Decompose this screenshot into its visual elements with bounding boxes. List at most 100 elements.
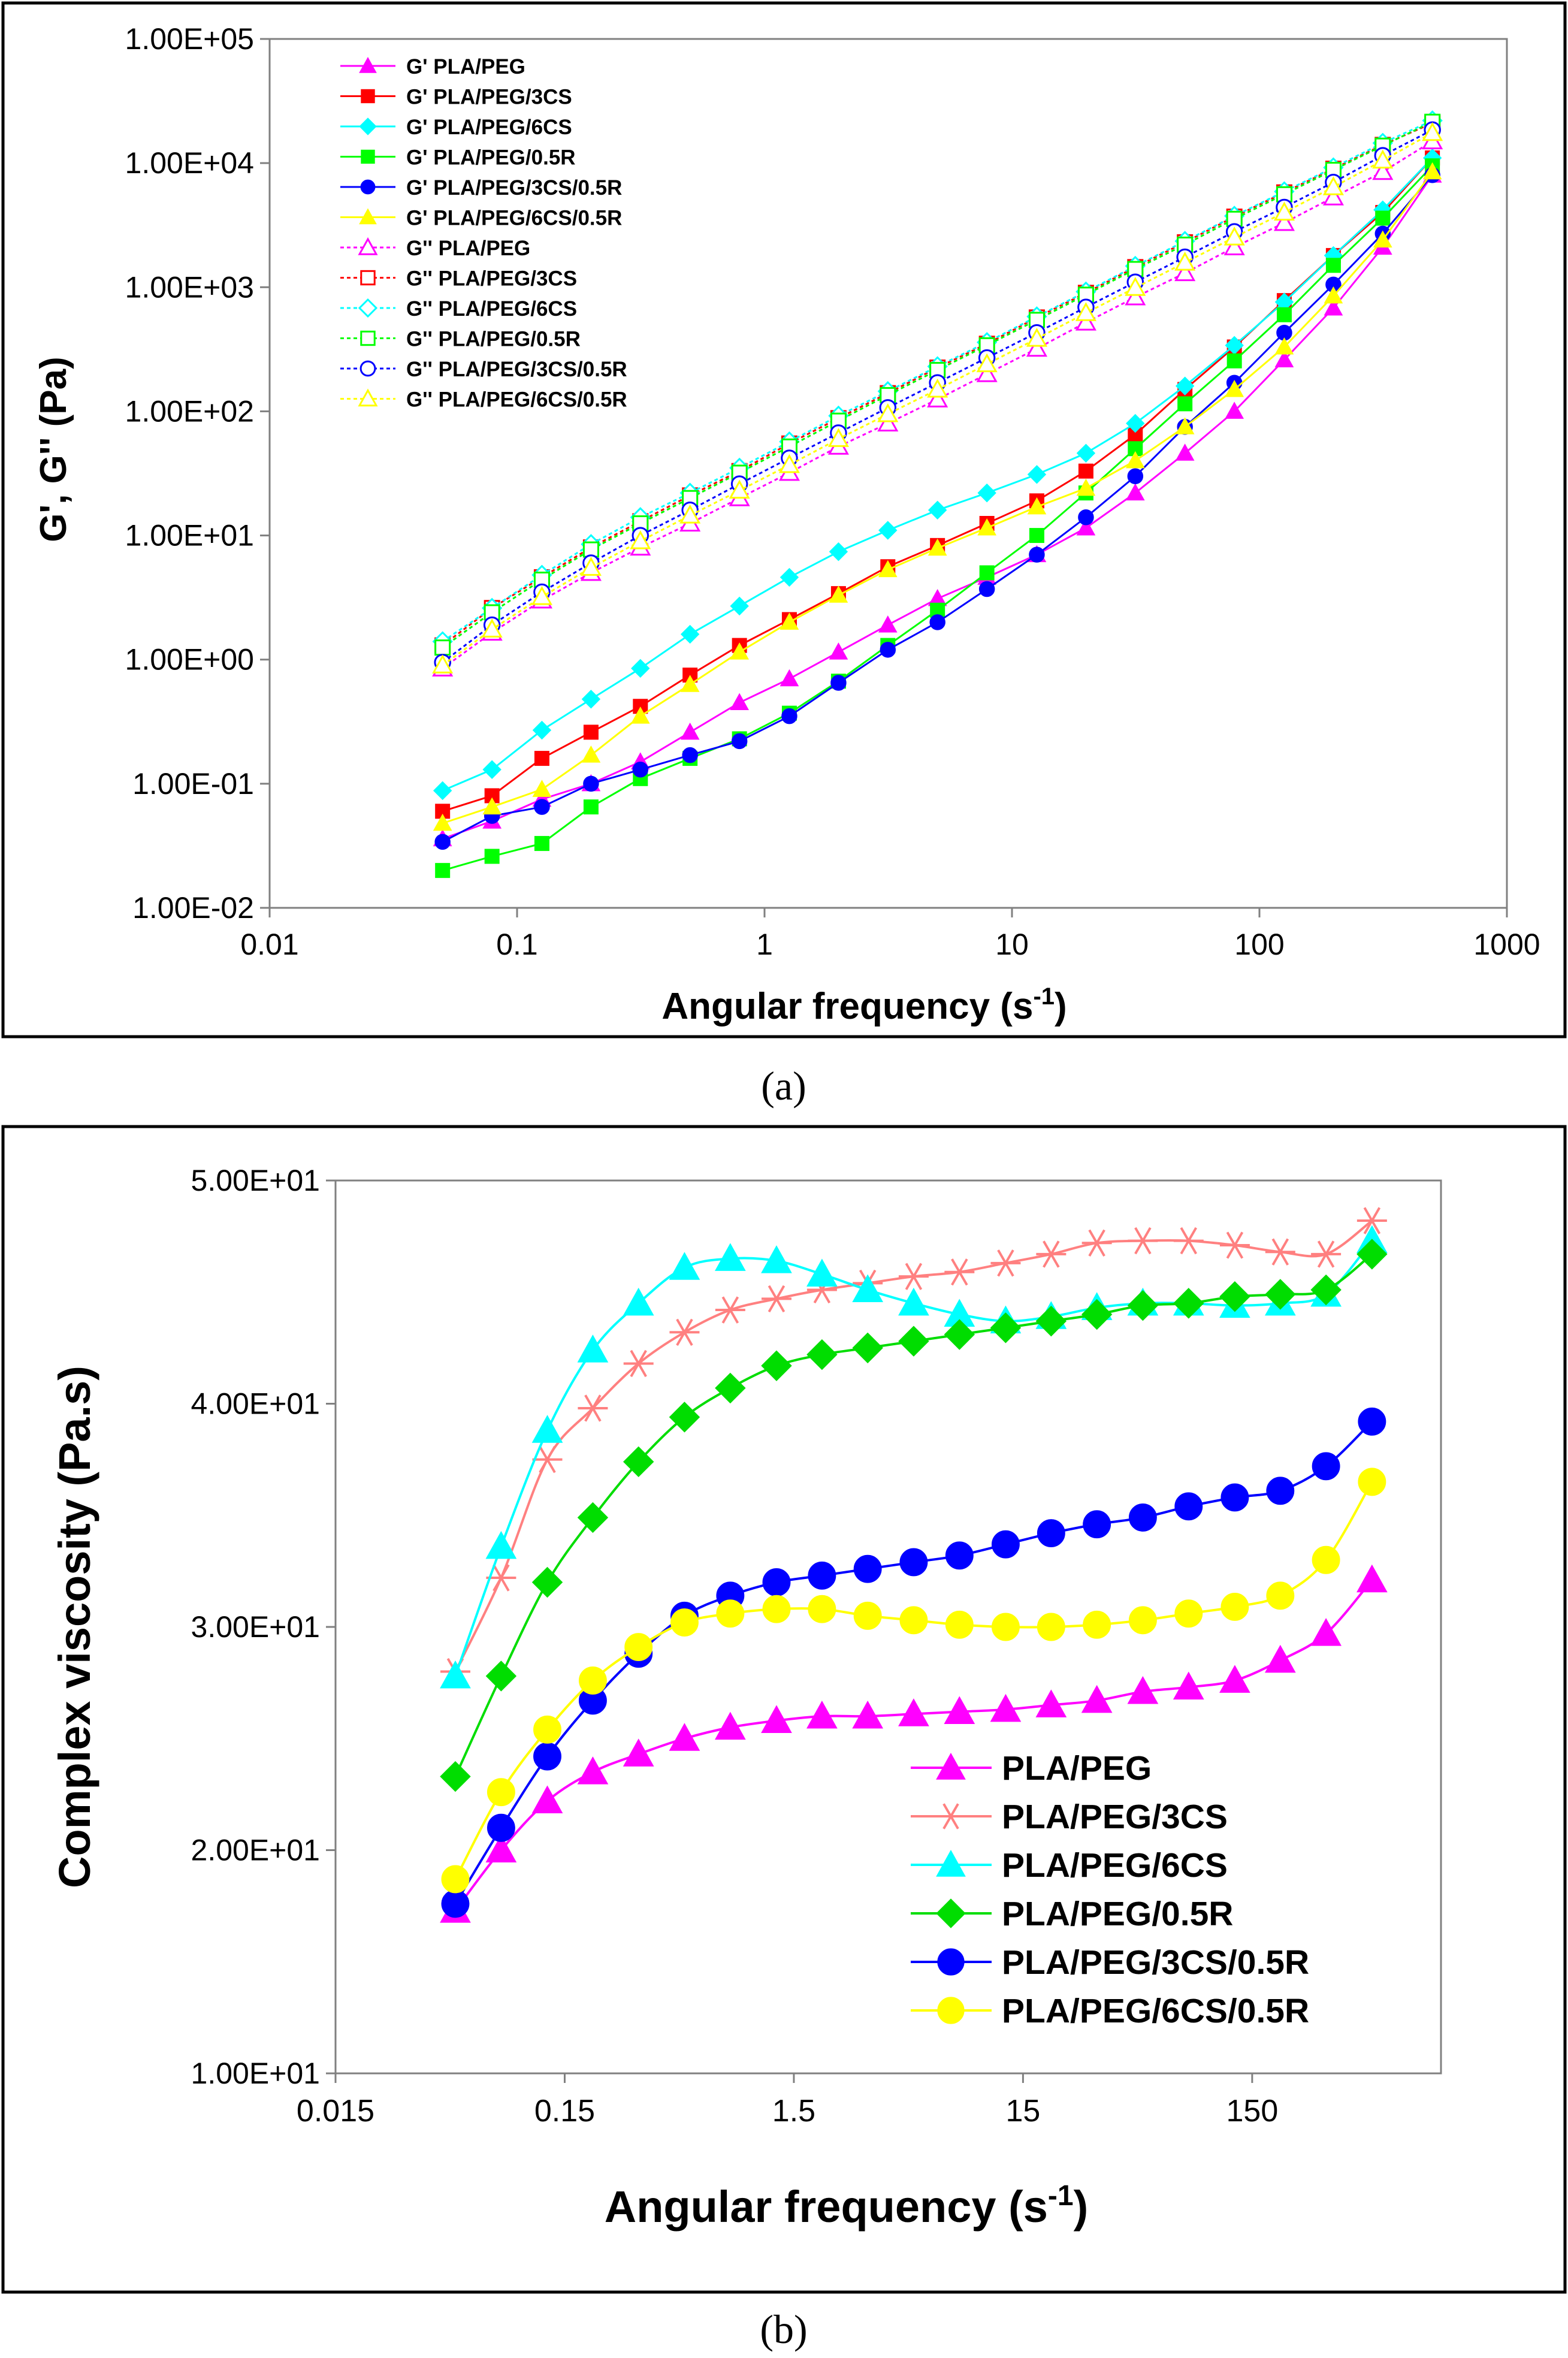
data-point xyxy=(531,1785,563,1814)
data-point xyxy=(581,745,601,763)
x-tick-label-a: 0.1 xyxy=(496,928,538,961)
data-point xyxy=(730,642,750,660)
y-tick-label-a: 1.00E+00 xyxy=(125,643,254,677)
y-axis-title-b: Complex viscosity (Pa.s) xyxy=(50,1366,99,1888)
data-point xyxy=(1311,1240,1342,1268)
data-point xyxy=(482,797,502,815)
legend-label: PLA/PEG/6CS/0.5R xyxy=(1002,1992,1309,2030)
series-g-pla-peg-6cs-0-5r xyxy=(432,122,1443,674)
marker-stroke xyxy=(630,1349,647,1378)
legend-label: G' PLA/PEG/3CS xyxy=(406,86,572,109)
legend-marker xyxy=(936,1803,965,1829)
data-point xyxy=(878,615,898,633)
data-point xyxy=(578,1394,608,1422)
data-point xyxy=(1358,1407,1386,1436)
data-point xyxy=(1174,1492,1203,1521)
data-point xyxy=(1266,1477,1295,1505)
data-point xyxy=(780,669,799,687)
data-point xyxy=(435,863,451,878)
data-point xyxy=(632,762,649,778)
data-point xyxy=(623,1349,654,1378)
legend-entry-b: PLA/PEG xyxy=(911,1749,1152,1788)
y-axis-title-a: G', G'' (Pa) xyxy=(33,357,74,542)
data-point xyxy=(624,1633,653,1661)
legend-marker xyxy=(359,208,377,225)
data-point xyxy=(578,1666,607,1695)
legend-label: PLA/PEG xyxy=(1002,1749,1152,1788)
data-point xyxy=(1356,1207,1387,1234)
data-point xyxy=(1128,1606,1157,1635)
data-point xyxy=(583,724,599,740)
legend-marker xyxy=(936,1752,966,1780)
legend-entry-a: G' PLA/PEG/6CS/0.5R xyxy=(340,207,622,230)
marker-stroke xyxy=(768,1285,785,1313)
legend-entry-a: G' PLA/PEG xyxy=(340,55,525,79)
data-point xyxy=(1223,236,1245,256)
data-point xyxy=(583,775,599,792)
legend-label: G'' PLA/PEG/0.5R xyxy=(406,328,581,351)
data-point xyxy=(899,1548,928,1577)
data-point xyxy=(581,690,601,709)
data-point xyxy=(1037,1613,1065,1641)
data-point xyxy=(680,722,700,740)
data-point xyxy=(976,353,998,373)
data-point xyxy=(531,585,553,605)
series-pla-peg-0-5r xyxy=(440,1239,1388,1792)
data-point xyxy=(1372,149,1394,169)
data-point xyxy=(680,675,700,692)
y-tick-label-b: 2.00E+01 xyxy=(191,1834,320,1867)
plot-area-b xyxy=(334,1179,1442,2075)
data-point xyxy=(1026,337,1048,357)
data-point xyxy=(1273,212,1295,231)
legend-label: G' PLA/PEG xyxy=(406,55,525,79)
series-pla-peg-3cs-0-5r xyxy=(441,1407,1386,1918)
data-point xyxy=(1128,1503,1157,1532)
data-point xyxy=(534,799,550,815)
data-point xyxy=(669,1318,700,1346)
data-point xyxy=(485,1834,517,1862)
data-point xyxy=(806,1339,838,1370)
data-point xyxy=(976,363,998,382)
legend-marker xyxy=(359,56,377,73)
data-point xyxy=(729,479,750,499)
x-tick-label-a: 10 xyxy=(995,928,1029,961)
legend-marker xyxy=(358,237,378,255)
legend-label: G' PLA/PEG/6CS/0.5R xyxy=(406,207,622,230)
marker-stroke xyxy=(1271,1238,1289,1266)
data-point xyxy=(1174,252,1196,271)
x-tick-label-a: 1 xyxy=(756,928,773,961)
data-point xyxy=(487,1813,515,1842)
legend-marker xyxy=(360,270,376,286)
data-point xyxy=(978,581,995,597)
data-point xyxy=(1035,1305,1067,1337)
data-point xyxy=(485,1660,517,1692)
legend-label: PLA/PEG/6CS xyxy=(1002,1846,1228,1885)
legend-label: G'' PLA/PEG/6CS xyxy=(406,297,577,321)
panel-b-caption: (b) xyxy=(760,2306,807,2352)
data-point xyxy=(532,720,552,740)
data-point xyxy=(762,1568,791,1596)
legend-entry-a: G'' PLA/PEG/0.5R xyxy=(340,328,581,351)
data-point xyxy=(827,428,849,447)
legend-entry-a: G'' PLA/PEG/6CS/0.5R xyxy=(340,388,627,412)
data-point xyxy=(1356,1239,1388,1270)
data-point xyxy=(1265,1238,1295,1266)
legend-entry-a: G' PLA/PEG/6CS xyxy=(340,116,572,139)
data-point xyxy=(1177,396,1193,412)
data-point xyxy=(1075,302,1096,321)
legend-marker xyxy=(936,1849,966,1877)
legend-entry-b: PLA/PEG/0.5R xyxy=(911,1895,1233,1933)
data-point xyxy=(878,560,898,578)
legend-label: PLA/PEG/3CS xyxy=(1002,1798,1228,1836)
series-pla-peg xyxy=(440,1564,1388,1923)
data-point xyxy=(761,1705,792,1733)
data-point xyxy=(806,1258,838,1287)
legend-marker xyxy=(358,388,378,407)
legend-label: PLA/PEG/3CS/0.5R xyxy=(1002,1943,1309,1982)
legend-entry-a: G' PLA/PEG/3CS/0.5R xyxy=(340,176,622,200)
data-point xyxy=(1036,1240,1067,1268)
data-point xyxy=(1225,401,1244,419)
marker-stroke xyxy=(1134,1227,1152,1255)
legend-entry-b: PLA/PEG/3CS xyxy=(911,1798,1228,1836)
data-point xyxy=(990,1249,1021,1277)
